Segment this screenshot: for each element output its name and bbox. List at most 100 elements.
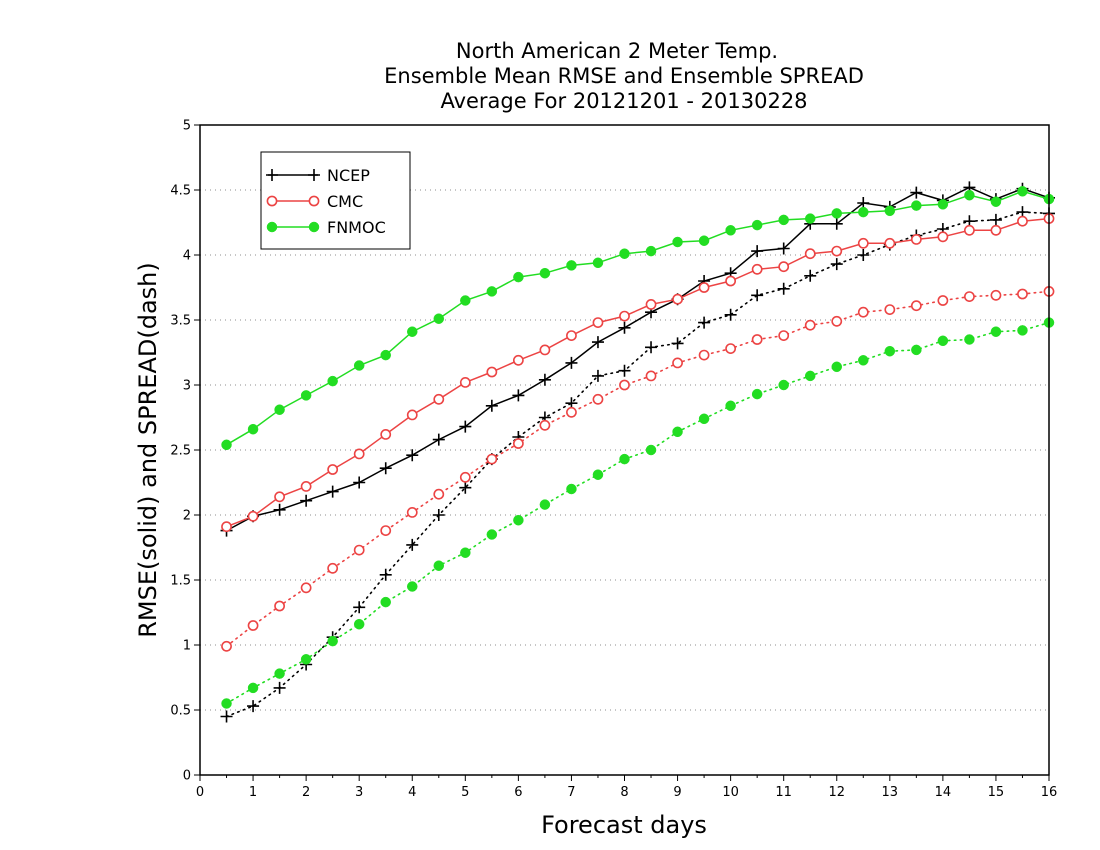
fnmoc-rmse-point xyxy=(433,313,445,324)
fnmoc-spread-point xyxy=(778,379,789,391)
ncep-spread-point xyxy=(220,710,233,723)
fnmoc-rmse-point xyxy=(964,189,975,201)
ncep-spread-point xyxy=(989,213,1002,226)
cmc-spread-point xyxy=(486,453,498,465)
cmc-spread-point xyxy=(566,406,577,418)
fnmoc-spread-point xyxy=(380,596,391,608)
x-tick-label: 4 xyxy=(408,785,416,800)
ncep-spread-point xyxy=(379,568,392,581)
cmc-spread-point xyxy=(698,349,710,361)
fnmoc-rmse-point xyxy=(513,271,524,283)
x-tick-label: 13 xyxy=(882,785,899,800)
ncep-rmse-point xyxy=(326,485,339,498)
ncep-rmse-point xyxy=(353,476,366,489)
x-tick-label: 14 xyxy=(935,785,952,800)
ncep-rmse-point xyxy=(432,433,445,446)
y-tick-label: 3 xyxy=(183,379,191,394)
fnmoc-spread-point xyxy=(672,426,683,438)
cmc-rmse-point xyxy=(751,263,763,275)
cmc-rmse-point xyxy=(910,233,922,245)
fnmoc-rmse-point xyxy=(751,219,763,231)
cmc-rmse-point xyxy=(247,510,259,522)
fnmoc-rmse-point xyxy=(353,360,365,371)
fnmoc-rmse-point xyxy=(990,196,1002,207)
fnmoc-rmse-point xyxy=(274,404,285,415)
y-axis-label: RMSE(solid) and SPREAD(dash) xyxy=(134,262,162,638)
title-line-3: Average For 20121201 - 20130228 xyxy=(440,89,807,113)
cmc-rmse-point xyxy=(857,237,869,249)
ncep-spread-point xyxy=(830,258,843,271)
cmc-rmse-point xyxy=(672,293,683,305)
fnmoc-spread-line xyxy=(225,321,1050,705)
x-tick-label: 6 xyxy=(514,785,522,800)
cmc-spread-point xyxy=(274,600,285,612)
cmc-rmse-point xyxy=(990,224,1002,236)
cmc-spread-point xyxy=(433,488,445,500)
ncep-spread-point xyxy=(857,249,870,261)
x-tick-label: 8 xyxy=(620,785,628,800)
x-tick-label: 10 xyxy=(722,785,739,800)
cmc-spread-point xyxy=(725,343,737,354)
legend-cmc-marker-left xyxy=(266,195,278,207)
ncep-spread-point xyxy=(432,509,445,521)
ncep-rmse-point xyxy=(910,186,923,199)
cmc-rmse-point xyxy=(327,464,339,475)
fnmoc-spread-point xyxy=(247,682,259,694)
ncep-rmse-point xyxy=(830,217,843,230)
y-tick-label: 3.5 xyxy=(170,314,191,329)
y-tick-label: 1 xyxy=(183,639,191,654)
fnmoc-spread-point xyxy=(353,618,365,630)
x-tick-label: 7 xyxy=(567,785,575,800)
legend: NCEP CMC FNMOC xyxy=(260,151,411,250)
ncep-spread-point xyxy=(777,282,790,295)
cmc-spread-point xyxy=(592,393,604,405)
fnmoc-rmse-point xyxy=(407,326,418,337)
title-line-1: North American 2 Meter Temp. xyxy=(456,39,778,63)
fnmoc-rmse-point xyxy=(592,257,604,269)
axis-ticks: 00.511.522.533.544.550 1 2 3 4 5 6 7 8 9 10 11 12 13 1… xyxy=(170,119,1057,801)
fnmoc-spread-point xyxy=(831,361,842,373)
fnmoc-spread-point xyxy=(486,529,498,540)
cmc-rmse-point xyxy=(300,480,312,492)
fnmoc-rmse-point xyxy=(804,213,816,224)
cmc-spread-point xyxy=(512,438,524,449)
legend-ncep-label: NCEP xyxy=(327,166,370,185)
chart-title: North American 2 Meter Temp. Ensemble Me… xyxy=(384,39,864,113)
cmc-spread-point xyxy=(751,334,763,345)
fnmoc-rmse-point xyxy=(300,390,312,401)
fnmoc-spread-point xyxy=(990,326,1002,337)
legend-fnmoc-marker-left xyxy=(266,221,278,233)
ncep-spread-point xyxy=(698,316,711,329)
fnmoc-rmse-point xyxy=(698,235,710,246)
fnmoc-rmse-point xyxy=(725,225,736,236)
fnmoc-spread-point xyxy=(592,469,604,480)
y-tick-label: 4 xyxy=(183,249,191,264)
ncep-spread-point xyxy=(724,308,737,321)
cmc-spread-point xyxy=(353,544,365,556)
ncep-rmse-point xyxy=(538,373,551,386)
x-tick-label: 5 xyxy=(461,785,469,800)
cmc-spread-point xyxy=(778,330,790,341)
fnmoc-spread-point xyxy=(460,547,471,558)
y-tick-label: 1.5 xyxy=(170,574,191,589)
fnmoc-rmse-point xyxy=(539,267,551,279)
ncep-rmse-point xyxy=(406,449,419,462)
ncep-spread-point xyxy=(353,601,366,614)
cmc-spread-point xyxy=(937,295,949,306)
gridlines xyxy=(200,189,1049,711)
x-tick-label: 0 xyxy=(196,785,204,800)
fnmoc-rmse-point xyxy=(937,199,949,210)
cmc-rmse-point xyxy=(274,491,285,503)
fnmoc-spread-point xyxy=(858,355,869,366)
fnmoc-rmse-point xyxy=(460,295,471,306)
cmc-spread-point xyxy=(1017,288,1028,300)
cmc-rmse-point xyxy=(459,376,471,388)
cmc-rmse-point xyxy=(406,409,418,421)
ncep-spread-point xyxy=(645,341,658,354)
cmc-spread-point xyxy=(804,319,816,331)
fnmoc-spread-point xyxy=(937,335,949,347)
y-tick-label: 2 xyxy=(183,509,191,524)
x-tick-label: 3 xyxy=(355,785,363,800)
x-axis-label: Forecast days xyxy=(541,811,707,839)
fnmoc-rmse-point xyxy=(911,200,922,211)
